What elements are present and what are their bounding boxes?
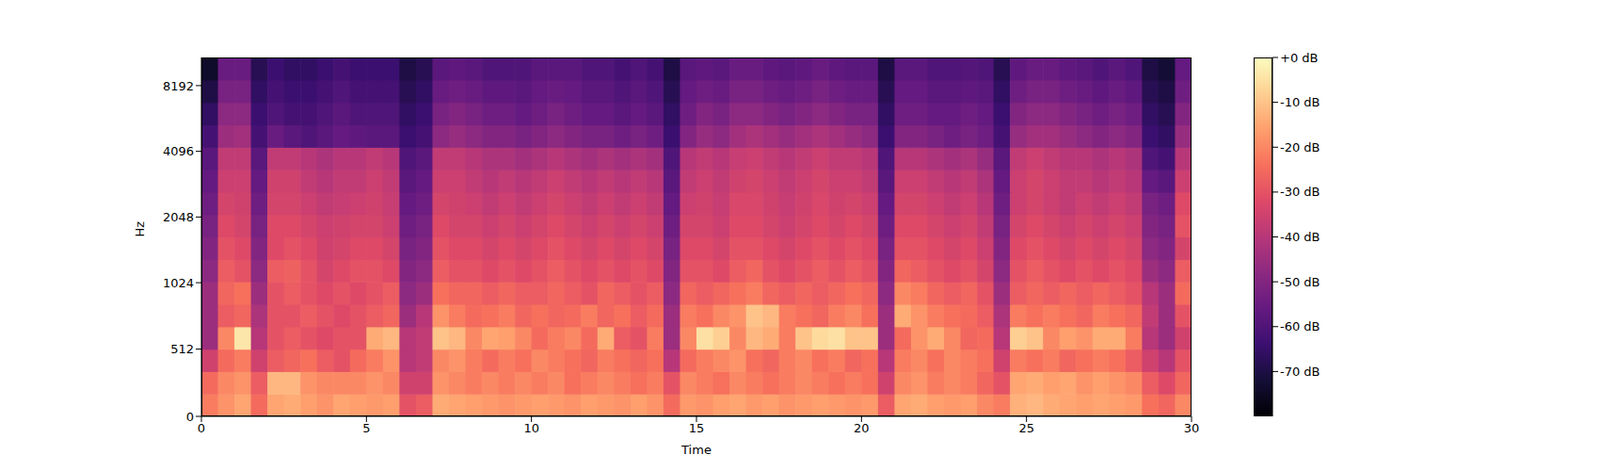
svg-text:+0 dB: +0 dB xyxy=(1280,50,1318,65)
svg-text:2048: 2048 xyxy=(162,209,194,224)
svg-text:30: 30 xyxy=(1184,420,1200,435)
svg-text:-60 dB: -60 dB xyxy=(1280,319,1321,334)
svg-text:-30 dB: -30 dB xyxy=(1280,184,1321,199)
svg-text:25: 25 xyxy=(1018,420,1035,435)
svg-text:Hz: Hz xyxy=(132,221,147,238)
svg-text:5: 5 xyxy=(362,420,370,435)
svg-text:Time: Time xyxy=(680,442,712,457)
svg-text:10: 10 xyxy=(523,420,540,435)
svg-text:-40 dB: -40 dB xyxy=(1280,229,1321,244)
svg-text:-10 dB: -10 dB xyxy=(1280,95,1321,110)
svg-text:0: 0 xyxy=(186,409,194,424)
svg-text:4096: 4096 xyxy=(162,144,194,159)
svg-text:-70 dB: -70 dB xyxy=(1280,364,1321,379)
svg-text:-50 dB: -50 dB xyxy=(1280,274,1321,289)
svg-text:15: 15 xyxy=(688,420,705,435)
svg-text:20: 20 xyxy=(853,420,870,435)
svg-text:0: 0 xyxy=(197,420,206,435)
svg-text:1024: 1024 xyxy=(162,275,194,290)
svg-text:8192: 8192 xyxy=(162,79,194,94)
svg-text:512: 512 xyxy=(170,341,194,356)
svg-text:-20 dB: -20 dB xyxy=(1280,140,1321,155)
